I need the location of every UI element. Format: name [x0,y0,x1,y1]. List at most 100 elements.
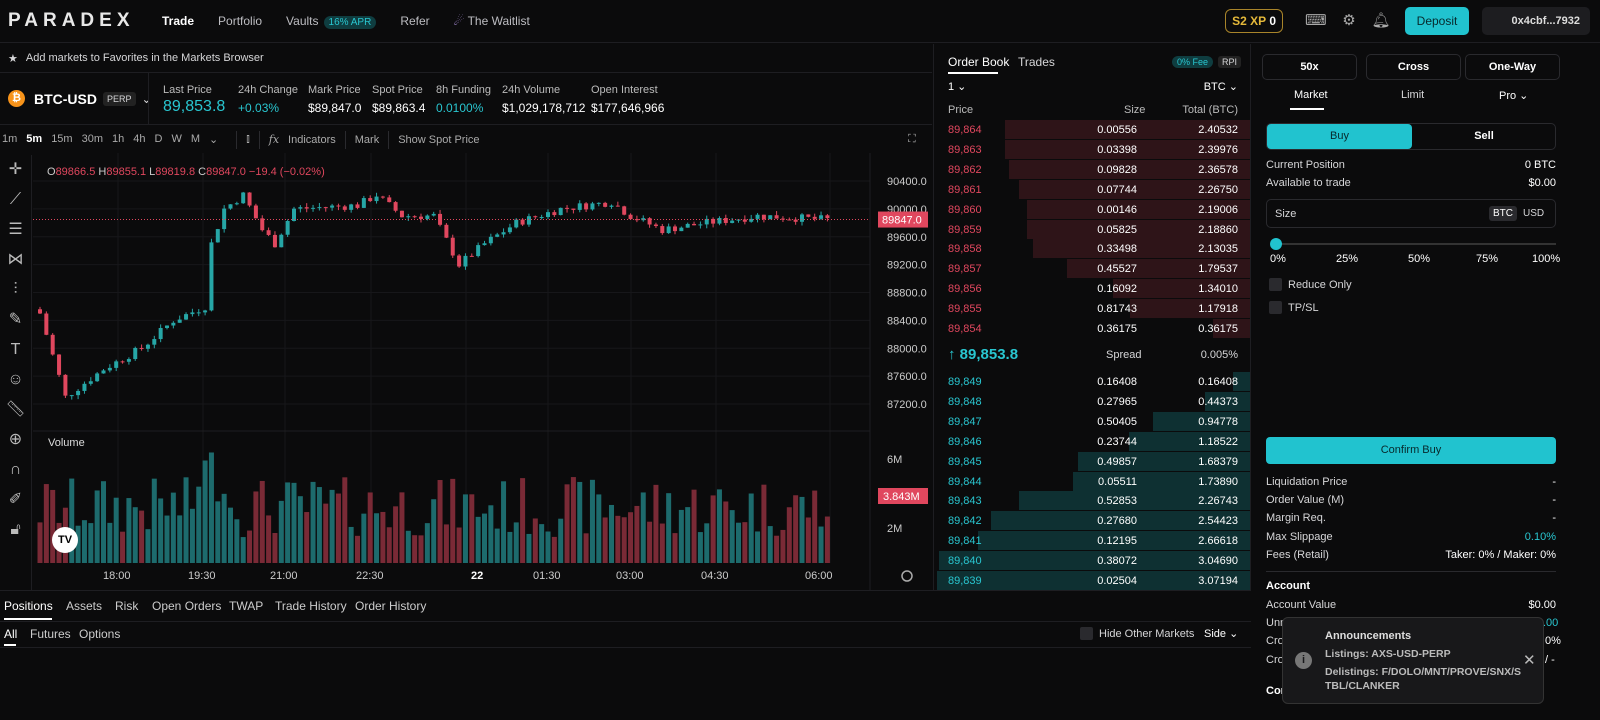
orderbook-ask-row[interactable]: 89,860 0.00146 2.19006 [934,199,1250,219]
orderbook-bid-row[interactable]: 89,844 0.05511 1.73890 [934,471,1250,491]
tab-order-history[interactable]: Order History [355,599,427,613]
tab-assets[interactable]: Assets [66,599,103,613]
show-spot-price-button[interactable]: Show Spot Price [398,133,480,146]
orderbook-ask-row[interactable]: 89,858 0.33498 2.13035 [934,239,1250,259]
magnet-icon[interactable]: ∩ [9,461,22,478]
interval-4h[interactable]: 4h [133,133,146,145]
orderbook-bid-row[interactable]: 89,843 0.52853 2.26743 [934,491,1250,511]
fullscreen-icon[interactable]: ⛶ [908,133,916,145]
size-input[interactable]: Size BTC USD [1266,199,1556,228]
slider-mark[interactable]: 50% [1408,253,1431,265]
orderbook-bid-row[interactable]: 89,848 0.27965 0.44373 [934,391,1250,411]
orderbook-bid-row[interactable]: 89,841 0.12195 2.66618 [934,531,1250,551]
pattern-icon[interactable]: ⋈ [7,251,24,268]
orderbook-ask-row[interactable]: 89,863 0.03398 2.39976 [934,139,1250,159]
brush-icon[interactable]: ✎ [8,311,23,328]
interval-chevron-icon[interactable]: ⌄ [209,134,219,146]
crosshair-icon[interactable]: ✛ [8,161,23,178]
slider-mark[interactable]: 100% [1532,253,1561,265]
orderbook-bid-row[interactable]: 89,839 0.02504 3.07194 [934,571,1250,590]
unit-usd[interactable]: USD [1523,208,1545,219]
settings-gear-icon[interactable] [901,570,913,582]
tab-open-orders[interactable]: Open Orders [152,599,222,613]
text-icon[interactable]: T [10,341,21,358]
position-mode-button[interactable]: One-Way [1465,54,1560,80]
tab-trades[interactable]: Trades [1018,55,1055,69]
fib-icon[interactable]: ☰ [8,221,23,238]
indicators-button[interactable]: Indicators [288,133,336,146]
interval-30m[interactable]: 30m [81,133,103,145]
nav-trade[interactable]: Trade [162,14,195,28]
orderbook-ask-row[interactable]: 89,855 0.81743 1.17918 [934,299,1250,319]
market-selector[interactable]: ₿ BTC-USD PERP ⌄ [8,90,152,107]
terminal-icon[interactable]: ⌨ [1305,12,1327,29]
interval-M[interactable]: M [190,133,201,145]
orderbook-bid-row[interactable]: 89,849 0.16408 0.16408 [934,372,1250,391]
price-chart[interactable]: 90400.090000.089600.089200.088800.088400… [33,153,932,590]
deposit-button[interactable]: Deposit [1405,7,1469,35]
buy-tab[interactable]: Buy [1267,124,1412,149]
orderbook-ask-row[interactable]: 89,862 0.09828 2.36578 [934,159,1250,179]
unit-btc[interactable]: BTC [1489,206,1517,221]
interval-1h[interactable]: 1h [112,133,125,145]
mark-button[interactable]: Mark [354,133,380,146]
orderbook-bid-row[interactable]: 89,840 0.38072 3.04690 [934,551,1250,571]
tab-risk[interactable]: Risk [115,599,139,613]
margin-mode-button[interactable]: Cross [1366,54,1461,80]
wallet-button[interactable]: 0x4cbf...7932 [1482,7,1590,35]
close-icon[interactable]: ✕ [1523,652,1536,669]
confirm-buy-button[interactable]: Confirm Buy [1266,437,1556,464]
interval-1m[interactable]: 1m [2,133,18,145]
orderbook-ask-row[interactable]: 89,854 0.36175 0.36175 [934,319,1250,338]
slider-handle[interactable] [1270,238,1282,250]
orderbook-ask-row[interactable]: 89,857 0.45527 1.79537 [934,259,1250,279]
xp-badge[interactable]: S2 XP 0 [1225,9,1283,33]
nav-waitlist[interactable]: ☄ The Waitlist [454,14,530,28]
side-filter[interactable]: Side ⌄ [1204,628,1239,640]
tab-trade-history[interactable]: Trade History [275,599,347,613]
orderbook-ask-row[interactable]: 89,859 0.05825 2.18860 [934,219,1250,239]
bell-icon[interactable]: 🔔︎ [1371,12,1391,29]
star-icon[interactable]: ★ [8,52,18,65]
tab-order-book[interactable]: Order Book [948,55,1010,69]
tab-positions[interactable]: Positions [4,599,53,613]
tab-market[interactable]: Market [1294,89,1328,101]
gear-icon[interactable]: ⚙ [1342,12,1356,29]
fx-icon[interactable]: fx [268,133,280,146]
slider-mark[interactable]: 0% [1270,253,1286,265]
unit-select[interactable]: BTC ⌄ [1203,81,1238,93]
tab-twap[interactable]: TWAP [229,599,264,613]
subtab-options[interactable]: Options [79,627,121,641]
interval-D[interactable]: D [154,133,163,145]
slider-mark[interactable]: 75% [1476,253,1499,265]
orderbook-bid-row[interactable]: 89,842 0.27680 2.54423 [934,511,1250,531]
logo[interactable]: PARADEX [8,10,135,31]
orderbook-ask-row[interactable]: 89,861 0.07744 2.26750 [934,179,1250,199]
trendline-icon[interactable]: ⟋ [9,191,22,208]
hide-other-markets-checkbox[interactable]: Hide Other Markets [1080,627,1194,640]
lock-icon[interactable]: 🔓︎ [10,521,21,538]
subtab-futures[interactable]: Futures [30,627,71,641]
forecast-icon[interactable]: ⫶ [13,281,18,298]
rpi-toggle[interactable]: RPI [1218,56,1242,68]
tab-limit[interactable]: Limit [1401,89,1425,101]
sell-tab[interactable]: Sell [1474,130,1494,142]
leverage-button[interactable]: 50x [1262,54,1357,80]
size-slider[interactable] [1276,243,1556,245]
ruler-icon[interactable]: 📏︎ [5,401,26,418]
orderbook-ask-row[interactable]: 89,856 0.16092 1.34010 [934,279,1250,299]
slider-mark[interactable]: 25% [1336,253,1359,265]
tpsl-checkbox[interactable]: TP/SL [1269,301,1319,314]
detail-value[interactable]: 0.10% [1524,530,1556,543]
tab-pro[interactable]: Pro ⌄ [1499,90,1529,102]
nav-vaults[interactable]: Vaults 16% APR [286,14,377,29]
zoom-in-icon[interactable]: ⊕ [8,431,23,448]
interval-5m[interactable]: 5m [26,133,43,145]
interval-15m[interactable]: 15m [51,133,73,145]
interval-W[interactable]: W [171,133,182,145]
orderbook-ask-row[interactable]: 89,864 0.00556 2.40532 [934,120,1250,139]
grouping-select[interactable]: 1 ⌄ [948,81,967,93]
tradingview-logo[interactable]: TV [52,527,78,553]
candle-type-icon[interactable]: ⫾ [246,133,250,145]
reduce-only-checkbox[interactable]: Reduce Only [1269,278,1352,291]
